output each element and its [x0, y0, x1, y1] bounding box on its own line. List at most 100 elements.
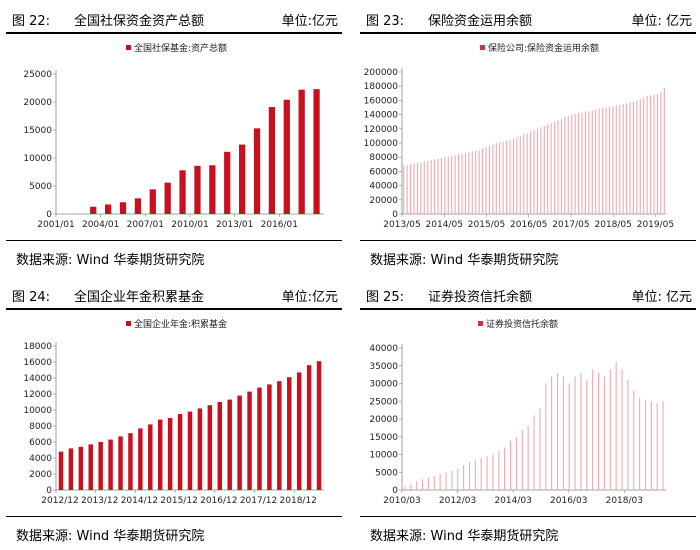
bar — [187, 411, 193, 490]
y-tick-label: 18000 — [23, 342, 52, 352]
x-tick-label: 2007/01 — [127, 220, 164, 230]
y-tick-label: 100000 — [364, 139, 399, 149]
bar — [138, 428, 143, 490]
y-tick-label: 25000 — [23, 70, 52, 80]
bar — [148, 424, 153, 490]
chart-plot: 保险公司:保险资金运用余额 0 20000 40000 60000 80000 100000… — [364, 42, 674, 230]
legend-swatch — [478, 321, 483, 326]
bar — [287, 377, 292, 490]
panel-footer: 数据来源: Wind 华泰期货研究院 — [6, 516, 342, 547]
x-tick-label: 2016/01 — [261, 220, 298, 230]
y-tick-label: 20000 — [369, 196, 398, 206]
bar — [98, 442, 103, 490]
x-tick-label: 2014/05 — [426, 220, 463, 230]
bar — [267, 384, 272, 490]
x-tick-label: 2013/01 — [216, 220, 253, 230]
bar — [90, 206, 97, 214]
y-tick-label: 20000 — [369, 415, 398, 425]
bar — [58, 451, 64, 490]
bar — [268, 107, 276, 214]
x-tick-label: 2013/05 — [383, 220, 420, 230]
x-tick-label: 2012/12 — [41, 496, 78, 506]
bar — [68, 448, 74, 490]
unit-label: 单位:亿元 — [281, 290, 338, 305]
legend-label: 全国社保基金:资产总额 — [134, 42, 227, 54]
y-tick-label: 12000 — [23, 390, 52, 400]
bar — [164, 182, 171, 214]
source-note: 数据来源: Wind 华泰期货研究院 — [370, 253, 559, 268]
bar — [313, 89, 320, 214]
legend-swatch — [126, 321, 131, 326]
x-tick-label: 2015/12 — [160, 496, 197, 506]
y-tick-label: 16000 — [23, 358, 52, 368]
bar — [118, 436, 123, 490]
y-tick-label: 80000 — [369, 153, 398, 163]
panel-footer: 数据来源: Wind 华泰期货研究院 — [6, 240, 342, 271]
y-tick-label: 15000 — [369, 433, 398, 443]
bar — [134, 198, 142, 214]
x-tick-label: 2018/03 — [606, 496, 643, 506]
y-tick-label: 160000 — [364, 96, 399, 106]
x-tick-label: 2010/03 — [383, 496, 420, 506]
legend-swatch — [480, 45, 485, 50]
x-tick-label: 2014/12 — [121, 496, 158, 506]
y-tick-label: 2000 — [29, 470, 52, 480]
figure-number: 图 25: — [366, 290, 405, 305]
bar — [88, 444, 93, 490]
bar — [179, 170, 186, 214]
y-tick-label: 140000 — [364, 111, 399, 121]
panel-title: 全国社保资金资产总额 — [74, 14, 205, 29]
chart-panel-fig23: 图 23: 保险资金运用余额 单位: 亿元 保险公司:保险资金运用余额 0 2000… — [360, 4, 698, 274]
panel-header: 图 23: 保险资金运用余额 单位: 亿元 — [360, 4, 696, 34]
x-tick-label: 2016/12 — [200, 496, 237, 506]
panel-title: 全国企业年金积累基金 — [74, 290, 205, 305]
bar — [194, 165, 201, 214]
legend-swatch — [126, 45, 131, 50]
y-tick-label: 0 — [392, 486, 398, 496]
y-tick-label: 6000 — [29, 438, 52, 448]
legend-label: 证券投资信托余额 — [486, 318, 558, 330]
y-tick-label: 10000 — [23, 154, 52, 164]
x-tick-label: 2017/05 — [552, 220, 589, 230]
bar — [298, 89, 305, 214]
bar — [227, 399, 232, 490]
y-tick-label: 120000 — [364, 125, 399, 135]
y-tick-label: 40000 — [369, 182, 398, 192]
unit-label: 单位: 亿元 — [631, 14, 692, 29]
figure-number: 图 23: — [366, 14, 405, 29]
y-tick-label: 0 — [392, 210, 398, 220]
y-tick-label: 40000 — [369, 344, 398, 354]
y-tick-label: 8000 — [29, 422, 52, 432]
x-tick-label: 2014/03 — [494, 496, 531, 506]
source-note: 数据来源: Wind 华泰期货研究院 — [16, 253, 205, 268]
chart-panel-fig22: 图 22: 全国社保资金资产总额 单位:亿元 全国社保基金:资产总额 0 5000 1… — [6, 4, 344, 274]
y-tick-label: 14000 — [23, 374, 52, 384]
x-tick-label: 2018/05 — [595, 220, 632, 230]
unit-label: 单位: 亿元 — [631, 290, 692, 305]
chart-panel-fig25: 图 25: 证券投资信托余额 单位: 亿元 证券投资信托余额 0 5000 10000… — [360, 280, 698, 550]
bar — [296, 372, 302, 490]
bar — [207, 405, 213, 490]
panel-header: 图 22: 全国社保资金资产总额 单位:亿元 — [6, 4, 342, 34]
y-tick-label: 25000 — [369, 397, 398, 407]
bar — [277, 381, 282, 490]
bar — [224, 151, 231, 214]
panel-header: 图 25: 证券投资信托余额 单位: 亿元 — [360, 280, 696, 310]
x-tick-label: 2016/03 — [550, 496, 587, 506]
unit-label: 单位:亿元 — [281, 14, 338, 29]
bar — [283, 99, 290, 214]
x-tick-label: 2013/12 — [81, 496, 118, 506]
bar — [128, 433, 133, 490]
y-tick-label: 60000 — [369, 167, 398, 177]
bar — [316, 361, 322, 490]
y-tick-label: 10000 — [369, 451, 398, 461]
bar — [306, 365, 312, 490]
legend-label: 保险公司:保险资金运用余额 — [488, 42, 599, 54]
x-tick-label: 2016/05 — [510, 220, 547, 230]
bar — [257, 387, 262, 490]
panel-title: 证券投资信托余额 — [428, 290, 533, 305]
x-tick-label: 2010/01 — [171, 220, 208, 230]
bar — [217, 402, 223, 490]
legend-label: 全国企业年金:积累基金 — [134, 318, 227, 330]
y-tick-label: 35000 — [369, 362, 398, 372]
